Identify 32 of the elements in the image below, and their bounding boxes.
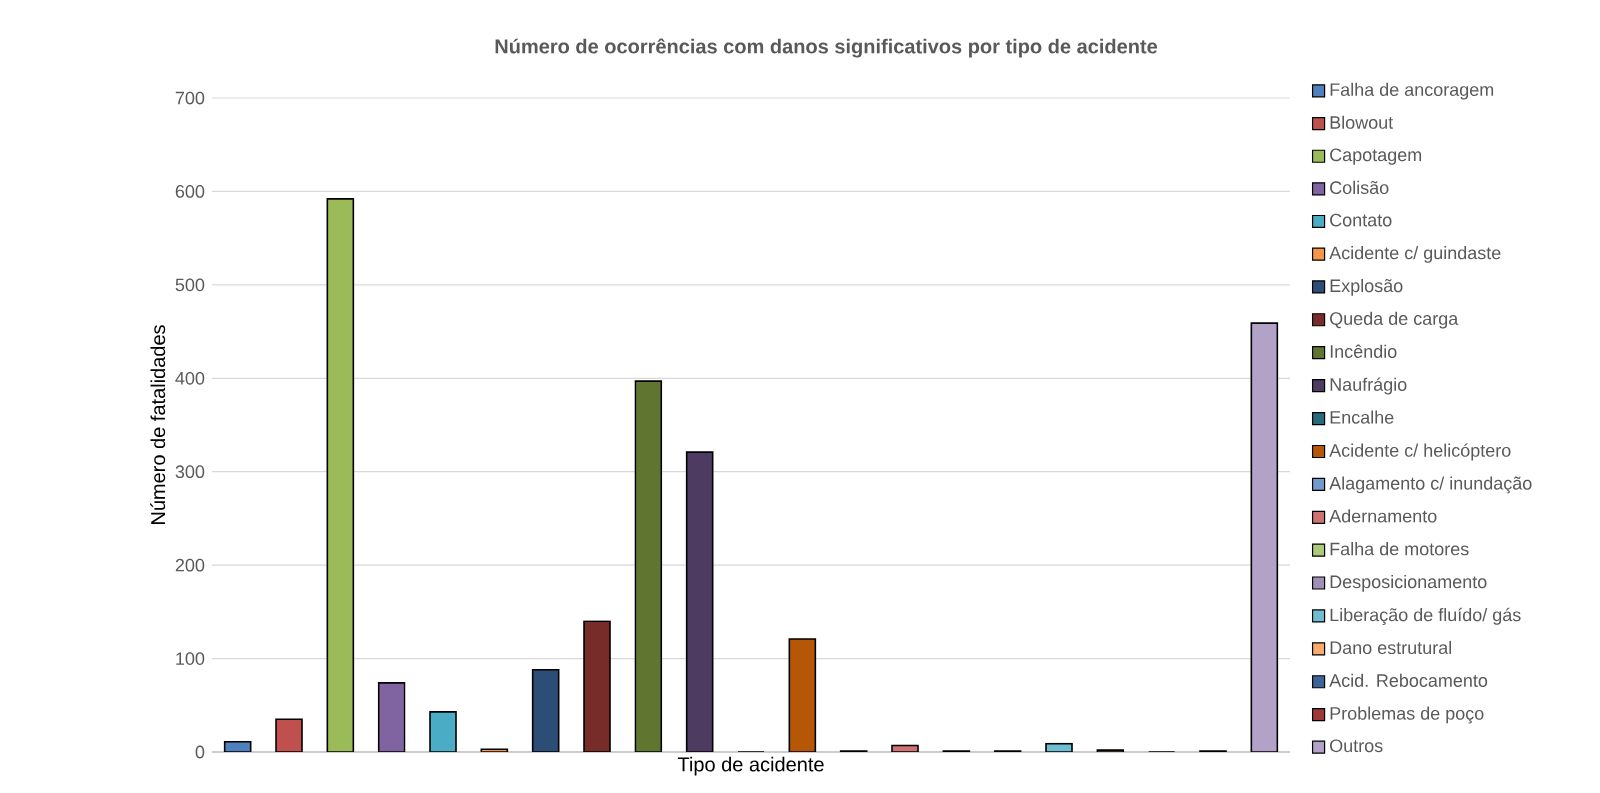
legend-label: Acidente c/ guindaste <box>1329 246 1501 263</box>
y-tick-label: 500 <box>175 278 205 292</box>
y-tick-label: 700 <box>175 91 205 105</box>
y-tick-label: 600 <box>175 185 205 198</box>
legend-label: Blowout <box>1330 115 1394 129</box>
legend-label: Liberação de fluído/ gás <box>1330 607 1521 625</box>
legend-label: Capotagem <box>1330 148 1422 165</box>
legend-label: Dano estrutural <box>1330 640 1452 655</box>
legend-label: Colisão <box>1330 180 1389 195</box>
legend-label: Desposicionamento <box>1330 574 1487 592</box>
legend-label: Acid. Rebocamento <box>1329 673 1488 687</box>
legend-label: Adernamento <box>1329 509 1437 523</box>
chart-title: Número de ocorrências com danos significativos por tipo de acidente <box>495 38 1158 58</box>
x-axis-title: Tipo de acidente <box>677 756 824 776</box>
legend-label: Incêndio <box>1330 344 1397 358</box>
legend-label: Queda de carga <box>1330 311 1459 329</box>
legend-label: Problemas de poço <box>1330 706 1484 724</box>
y-axis-title: Número de fatalidades <box>150 325 166 524</box>
y-tick-label: 200 <box>175 558 205 572</box>
legend-label: Contato <box>1330 213 1392 227</box>
legend-label: Falha de motores <box>1330 542 1469 556</box>
legend-label: Encalhe <box>1330 410 1394 424</box>
y-tick-label: 100 <box>176 652 205 665</box>
y-tick-label: 300 <box>175 465 205 479</box>
legend-label: Explosão <box>1330 278 1403 296</box>
legend-label: Alagamento c/ inundação <box>1329 476 1532 494</box>
legend-label: Falha de ancoragem <box>1330 82 1494 100</box>
legend-label: Acidente c/ helicóptero <box>1329 443 1511 461</box>
y-tick-label: 400 <box>175 371 205 385</box>
y-tick-label: 0 <box>195 745 205 759</box>
legend-label: Naufrágio <box>1330 377 1407 395</box>
legend-label: Outros <box>1330 739 1383 753</box>
